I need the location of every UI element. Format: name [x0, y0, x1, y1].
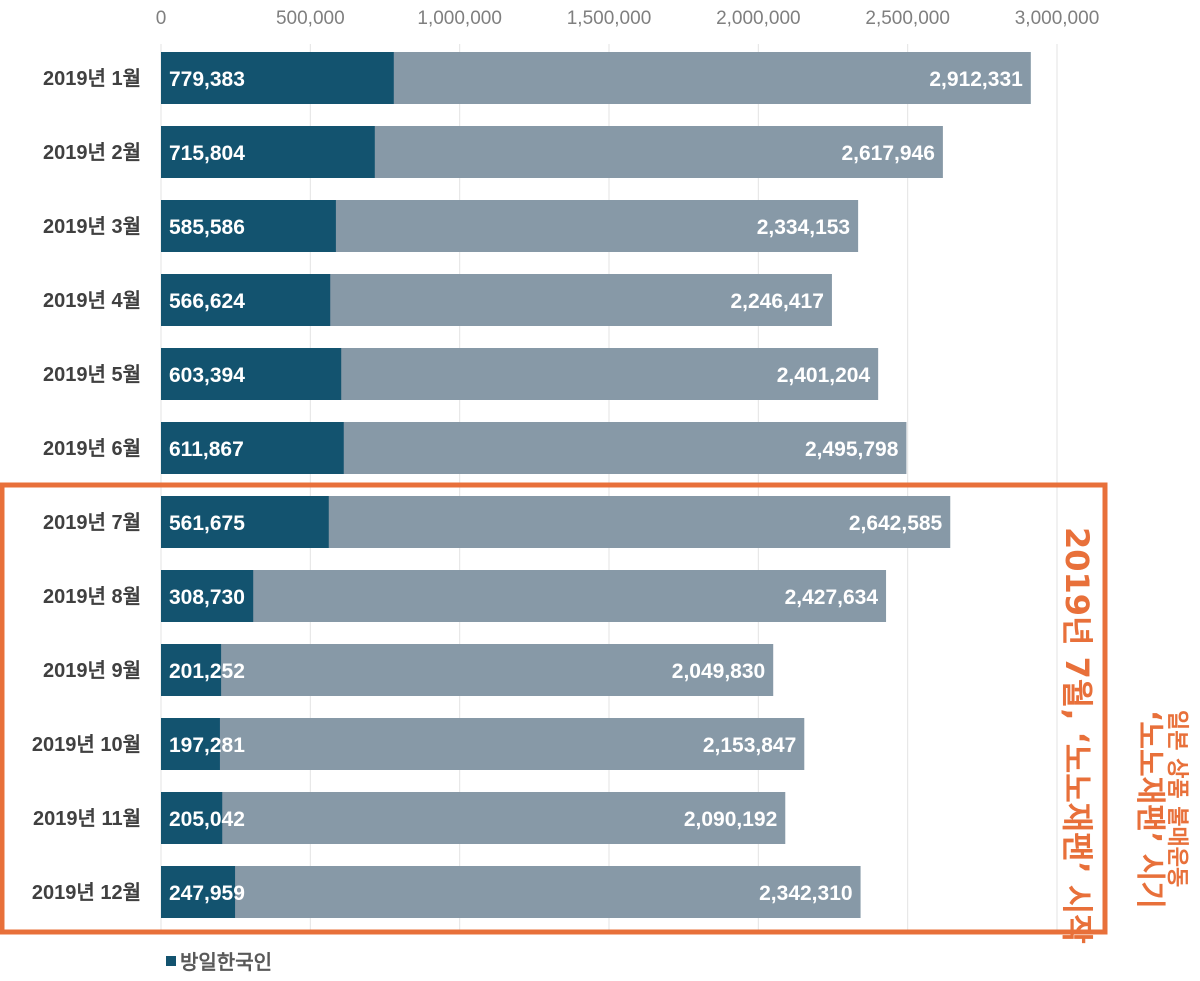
legend-label: 방일한국인 [180, 952, 272, 974]
bar-total-value-label: 2,401,204 [777, 364, 871, 387]
bar-korean-visitors [161, 866, 236, 918]
bar-korean-value-label: 308,730 [169, 586, 245, 609]
highlight-box [0, 482, 1108, 935]
bar-total-value-label: 2,342,310 [759, 882, 852, 905]
highlight-period: 2019년 7월, ‘노노재팬’ 시작 일본 상품 불매운동 ‘노노재팬’ 시기 [0, 482, 1189, 944]
category-label: 2019년 7월 [43, 511, 141, 534]
bar-total-value-label: 2,912,331 [929, 68, 1023, 91]
bar-korean-value-label: 566,624 [169, 290, 245, 313]
bar-total-value-label: 2,049,830 [672, 660, 765, 683]
bar-korean-visitors [161, 274, 331, 326]
highlight-box-label: 2019년 7월, ‘노노재팬’ 시작 [1058, 527, 1096, 944]
category-label: 2019년 5월 [43, 363, 141, 386]
bar-total-value-label: 2,334,153 [757, 216, 850, 239]
category-label: 2019년 6월 [43, 437, 141, 460]
category-label: 2019년 2월 [43, 141, 141, 164]
highlight-side-label-2: ‘노노재팬’ 시기 [1132, 710, 1167, 909]
legend: 방일한국인 [166, 946, 272, 975]
x-tick-label: 3,000,000 [1015, 8, 1100, 29]
bar-korean-visitors [161, 422, 344, 474]
category-label: 2019년 4월 [43, 289, 141, 312]
bar-korean-visitors [161, 348, 342, 400]
bar-total-value-label: 2,246,417 [730, 290, 823, 313]
bar-korean-visitors [161, 126, 375, 178]
bar-total [161, 792, 786, 844]
bar-korean-visitors [161, 792, 223, 844]
category-label: 2019년 10월 [32, 733, 141, 756]
legend-swatch [166, 955, 176, 966]
bar-korean-value-label: 779,383 [169, 68, 245, 91]
bar-korean-visitors [161, 496, 329, 548]
category-label: 2019년 9월 [43, 659, 141, 682]
bar-korean-value-label: 197,281 [169, 734, 245, 757]
x-tick-label: 1,000,000 [417, 8, 502, 29]
bars: 779,383 2,912,331 715,804 2,617,946 585,586 2… [161, 52, 1031, 918]
bar-korean-value-label: 611,867 [169, 438, 244, 461]
x-tick-label: 2,500,000 [865, 8, 950, 29]
bar-korean-value-label: 247,959 [169, 882, 245, 905]
bar-korean-visitors [161, 200, 336, 252]
category-label: 2019년 3월 [43, 215, 141, 238]
bar-total-value-label: 2,617,946 [841, 142, 934, 165]
x-tick-label: 500,000 [276, 8, 345, 29]
highlight-side-label-1: 일본 상품 불매운동 [1164, 710, 1189, 887]
bar-korean-visitors [161, 718, 220, 770]
bar-korean-value-label: 585,586 [169, 216, 245, 239]
bar-total [161, 644, 774, 696]
x-axis-ticks: 0 500,000 1,000,000 1,500,000 2,000,000 2,500… [156, 8, 1100, 29]
bar-korean-visitors [161, 52, 394, 104]
bar-total-value-label: 2,153,847 [703, 734, 796, 757]
bar-total-value-label: 2,090,192 [684, 808, 777, 831]
bar-korean-value-label: 715,804 [169, 142, 245, 165]
bar-korean-value-label: 201,252 [169, 660, 245, 683]
bar-korean-value-label: 205,042 [169, 808, 245, 831]
bar-total-value-label: 2,427,634 [785, 586, 879, 609]
bar-korean-visitors [161, 570, 254, 622]
bar-korean-visitors [161, 644, 222, 696]
bar-korean-value-label: 603,394 [169, 364, 245, 387]
x-tick-label: 2,000,000 [716, 8, 801, 29]
category-label: 2019년 1월 [43, 67, 141, 90]
x-tick-label: 0 [156, 8, 167, 29]
category-label: 2019년 11월 [33, 807, 141, 830]
bar-korean-value-label: 561,675 [169, 512, 245, 535]
bar-total [161, 866, 861, 918]
category-label: 2019년 8월 [43, 585, 141, 608]
category-labels: 2019년 1월 2019년 2월 2019년 3월 2019년 4월 2019년 5월… [32, 67, 141, 904]
x-tick-label: 1,500,000 [567, 8, 652, 29]
bar-total [161, 570, 887, 622]
bar-total-value-label: 2,495,798 [805, 438, 899, 461]
category-label: 2019년 12월 [32, 881, 141, 904]
bar-total [161, 718, 805, 770]
bar-total-value-label: 2,642,585 [849, 512, 943, 535]
